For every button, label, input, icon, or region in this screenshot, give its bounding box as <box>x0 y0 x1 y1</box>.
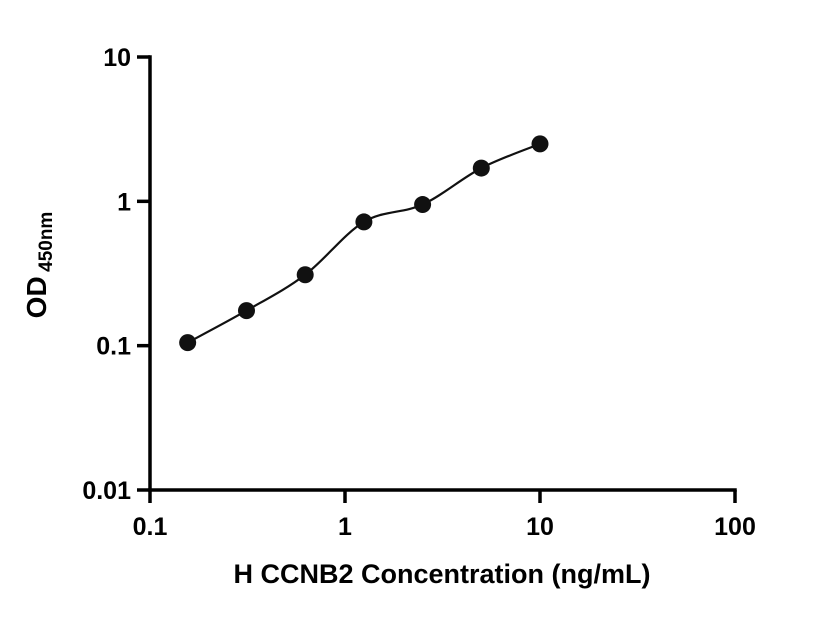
data-series <box>179 135 549 352</box>
y-axis-title: OD 450nm <box>21 212 57 319</box>
y-tick-label: 0.01 <box>82 477 131 505</box>
data-point-marker <box>355 213 373 231</box>
y-tick-label: 0.1 <box>96 333 131 361</box>
axes <box>148 55 737 492</box>
data-point-marker <box>179 334 197 352</box>
axis-ticks <box>137 55 737 503</box>
data-point-marker <box>472 159 490 177</box>
data-point-marker <box>531 135 549 153</box>
x-axis-title: H CCNB2 Concentration (ng/mL) <box>234 559 651 589</box>
x-tick-label: 100 <box>714 513 756 541</box>
x-tick-label: 10 <box>526 513 554 541</box>
data-point-marker <box>414 196 432 214</box>
y-axis-title-subscript: 450nm <box>36 212 57 272</box>
data-point-marker <box>296 266 314 284</box>
x-tick-label: 1 <box>338 513 352 541</box>
y-axis-title-main: OD <box>21 276 52 318</box>
y-tick-label: 10 <box>103 44 131 72</box>
x-tick-label: 0.1 <box>133 513 168 541</box>
data-point-marker <box>237 302 255 320</box>
y-tick-label: 1 <box>117 188 131 216</box>
